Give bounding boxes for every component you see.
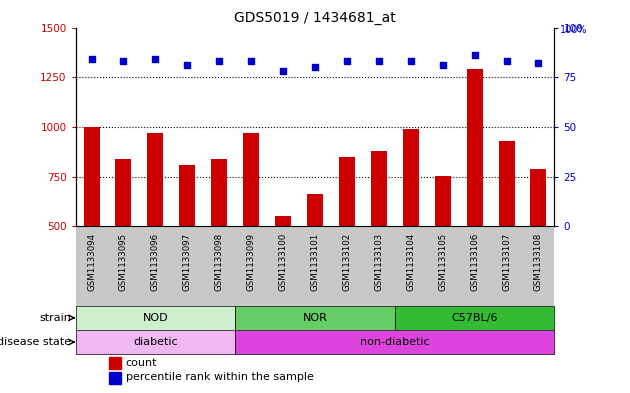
Bar	[307, 195, 323, 226]
Text: count: count	[126, 358, 158, 368]
Text: percentile rank within the sample: percentile rank within the sample	[126, 373, 314, 382]
Bar	[395, 306, 554, 330]
Text: NOD: NOD	[142, 313, 168, 323]
Text: GSM1133099: GSM1133099	[247, 233, 256, 290]
Point	[501, 58, 512, 64]
Text: non-diabetic: non-diabetic	[360, 337, 430, 347]
Bar	[435, 176, 450, 226]
Point	[86, 56, 96, 62]
Text: diabetic: diabetic	[133, 337, 178, 347]
Bar	[530, 169, 546, 226]
Bar	[147, 133, 163, 226]
Text: C57BL/6: C57BL/6	[451, 313, 498, 323]
Bar	[109, 357, 121, 369]
Point	[310, 64, 320, 70]
Text: GSM1133096: GSM1133096	[151, 233, 160, 291]
Bar	[76, 306, 235, 330]
Bar	[109, 372, 121, 384]
Point	[438, 62, 448, 68]
Bar	[498, 141, 515, 226]
Bar	[115, 159, 132, 226]
Bar	[243, 133, 259, 226]
Bar	[339, 157, 355, 226]
Point	[118, 58, 129, 64]
Text: GSM1133094: GSM1133094	[87, 233, 96, 291]
Point	[246, 58, 256, 64]
Bar	[235, 306, 395, 330]
Text: strain: strain	[39, 313, 71, 323]
Text: 100%: 100%	[560, 25, 587, 35]
Point	[151, 56, 161, 62]
Text: NOR: NOR	[302, 313, 328, 323]
Text: GSM1133102: GSM1133102	[343, 233, 352, 291]
Point	[469, 52, 479, 59]
Bar	[211, 159, 227, 226]
Text: GSM1133103: GSM1133103	[374, 233, 383, 291]
Text: GSM1133108: GSM1133108	[534, 233, 543, 291]
Point	[374, 58, 384, 64]
Text: GSM1133104: GSM1133104	[406, 233, 415, 291]
Bar	[84, 127, 100, 226]
Point	[406, 58, 416, 64]
Point	[214, 58, 224, 64]
Point	[534, 60, 544, 66]
Bar	[76, 330, 235, 354]
Text: GSM1133107: GSM1133107	[502, 233, 511, 291]
Text: GSM1133100: GSM1133100	[278, 233, 287, 291]
Bar	[371, 151, 387, 226]
Text: GSM1133095: GSM1133095	[119, 233, 128, 291]
Point	[278, 68, 288, 74]
Text: GSM1133097: GSM1133097	[183, 233, 192, 291]
Text: disease state: disease state	[0, 337, 71, 347]
Point	[342, 58, 352, 64]
Point	[182, 62, 192, 68]
Bar	[467, 69, 483, 226]
Text: GSM1133105: GSM1133105	[438, 233, 447, 291]
Bar	[403, 129, 419, 226]
Bar	[235, 330, 554, 354]
Bar	[180, 165, 195, 226]
Text: GSM1133101: GSM1133101	[311, 233, 319, 291]
Bar	[275, 216, 291, 226]
Text: GSM1133098: GSM1133098	[215, 233, 224, 291]
Title: GDS5019 / 1434681_at: GDS5019 / 1434681_at	[234, 11, 396, 25]
Text: GSM1133106: GSM1133106	[470, 233, 479, 291]
